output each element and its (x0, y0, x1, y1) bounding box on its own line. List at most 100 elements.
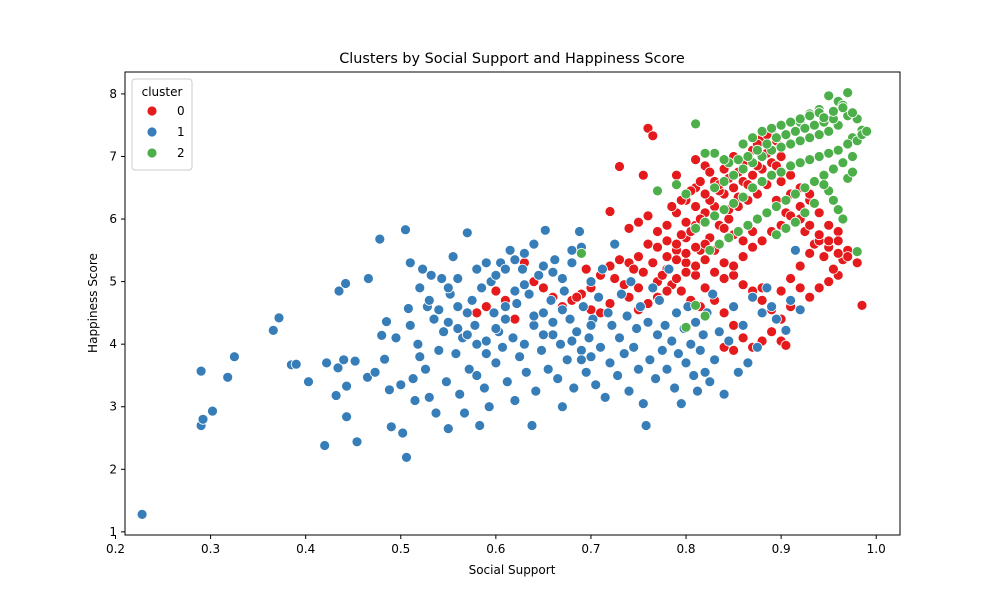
point-c1-123 (606, 319, 618, 331)
point-c1-28 (379, 353, 391, 365)
point-c0-1 (647, 130, 659, 142)
point-c1-172 (737, 319, 749, 331)
point-c2-70 (851, 246, 863, 258)
point-c2-56 (718, 176, 730, 187)
point-c2-64 (771, 132, 782, 144)
point-c1-71 (483, 401, 495, 413)
point-c2-80 (718, 154, 730, 166)
point-c1-125 (612, 370, 623, 381)
point-c1-211 (509, 285, 521, 297)
point-c1-138 (642, 316, 654, 328)
point-c0-137 (690, 260, 701, 272)
point-c2-49 (785, 138, 796, 150)
y-tick-label-2: 3 (109, 400, 117, 414)
point-c1-16 (333, 285, 345, 297)
point-c0-68 (823, 276, 835, 288)
point-c0-121 (756, 294, 768, 306)
point-c1-212 (519, 279, 530, 291)
point-c0-195 (704, 166, 716, 178)
point-c1-192 (519, 247, 530, 259)
legend: cluster 0 1 2 (131, 78, 193, 171)
point-c0-132 (642, 210, 654, 222)
legend-marker-0 (146, 105, 158, 117)
point-c0-54 (747, 169, 758, 181)
point-c1-89 (526, 420, 538, 431)
point-c1-31 (385, 421, 397, 433)
point-c2-78 (709, 147, 720, 159)
point-c1-29 (381, 316, 392, 328)
point-c2-28 (847, 151, 858, 162)
point-c1-49 (430, 407, 442, 419)
point-c2-90 (837, 213, 849, 225)
point-c1-193 (528, 238, 540, 250)
point-c2-104 (861, 125, 873, 137)
point-c0-6 (690, 154, 701, 166)
point-c1-127 (616, 288, 627, 300)
point-c0-111 (671, 238, 682, 250)
point-c2-29 (837, 157, 849, 169)
legend-title: cluster (142, 85, 183, 99)
point-c2-27 (690, 222, 701, 234)
point-c2-73 (699, 310, 711, 322)
point-c1-85 (517, 263, 528, 275)
point-c2-77 (680, 188, 692, 200)
point-c1-111 (577, 301, 589, 313)
point-c2-16 (794, 157, 806, 169)
point-c2-15 (804, 154, 816, 166)
point-c1-57 (450, 348, 462, 360)
point-c1-121 (602, 307, 614, 319)
y-axis: 1 2 3 4 5 6 7 8 (109, 87, 125, 539)
point-c1-108 (571, 326, 583, 338)
point-c2-86 (785, 116, 796, 128)
point-c2-48 (794, 135, 806, 147)
point-c0-2 (614, 161, 625, 172)
point-c1-81 (507, 332, 519, 344)
point-c2-17 (785, 160, 796, 172)
point-c1-102 (557, 401, 568, 413)
point-c1-24 (362, 273, 374, 284)
point-c0-178 (571, 291, 583, 303)
point-c0-20 (642, 238, 654, 250)
point-c1-177 (761, 282, 773, 294)
point-c1-171 (732, 366, 744, 378)
point-c1-170 (728, 301, 739, 313)
point-c0-154 (647, 257, 659, 269)
point-c1-165 (707, 288, 719, 300)
point-c2-60 (809, 119, 820, 131)
point-c1-160 (694, 344, 706, 356)
point-c2-68 (732, 154, 744, 166)
point-c2-26 (699, 216, 711, 228)
point-c1-135 (635, 301, 646, 313)
point-c1-38 (404, 319, 416, 331)
point-c1-217 (566, 335, 578, 347)
point-c1-90 (528, 319, 540, 331)
point-c1-33 (395, 379, 407, 391)
point-c1-196 (557, 273, 568, 284)
point-c0-171 (690, 241, 701, 253)
x-axis: 0.2 0.3 0.4 0.5 0.6 0.7 0.8 0.9 1.0 (106, 535, 886, 556)
point-c1-148 (666, 335, 678, 347)
point-c1-183 (794, 304, 806, 316)
point-c1-61 (459, 407, 470, 419)
point-c2-107 (837, 102, 849, 114)
point-c1-48 (428, 313, 440, 325)
point-c0-58 (785, 169, 796, 181)
point-c0-139 (709, 266, 720, 278)
point-c1-119 (597, 263, 608, 275)
point-c1-74 (490, 357, 502, 369)
point-c1-106 (566, 244, 578, 256)
point-c1-210 (499, 301, 511, 313)
point-c0-168 (718, 222, 730, 234)
point-c0-174 (661, 285, 673, 297)
point-c2-24 (718, 204, 730, 216)
point-c0-119 (737, 279, 749, 291)
point-c2-54 (737, 163, 749, 175)
point-c0-62 (823, 219, 835, 231)
point-c2-95 (809, 197, 820, 209)
point-c2-20 (756, 176, 768, 187)
point-c1-10 (290, 358, 302, 370)
point-c0-36 (490, 285, 502, 297)
point-c0-82 (690, 269, 701, 281)
point-c2-87 (794, 113, 806, 125)
legend-marker-1 (146, 126, 158, 138)
